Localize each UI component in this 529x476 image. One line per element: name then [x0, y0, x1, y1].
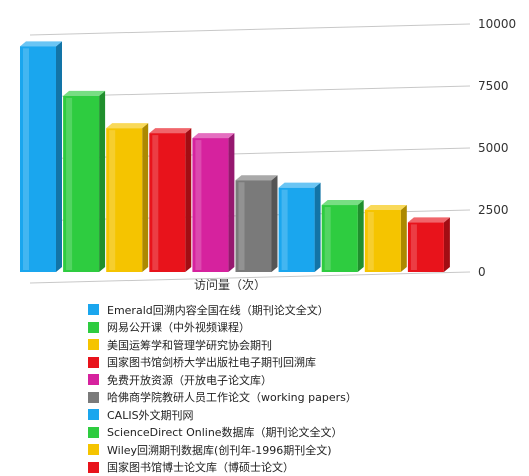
- bar-side: [142, 123, 148, 272]
- legend-label: 哈佛商学院教研人员工作论文（working papers）: [107, 389, 357, 405]
- legend-swatch: [88, 339, 99, 350]
- bar-side: [185, 128, 191, 272]
- y-tick-label: 5000: [478, 141, 509, 155]
- legend-swatch: [88, 322, 99, 333]
- bar: [408, 217, 450, 272]
- bar-top: [322, 200, 364, 205]
- legend-item: 国家图书馆博士论文库（博硕士论文）: [88, 459, 357, 476]
- bar-highlight: [325, 207, 331, 270]
- y-tick-label: 0: [478, 265, 486, 279]
- legend-label: Emerald回溯内容全国在线（期刊论文全文）: [107, 302, 329, 318]
- bar-highlight: [66, 98, 72, 270]
- bar: [322, 200, 364, 272]
- bar-side: [358, 200, 364, 272]
- legend-label: ScienceDirect Online数据库（期刊论文全文）: [107, 424, 343, 440]
- bar-highlight: [152, 135, 158, 270]
- bar: [192, 133, 234, 272]
- x-axis-label: 访问量（次）: [194, 278, 266, 290]
- legend-label: 国家图书馆博士论文库（博硕士论文）: [107, 459, 294, 475]
- bar-top: [365, 205, 407, 210]
- legend-item: 免费开放资源（开放电子论文库）: [88, 371, 357, 389]
- bar: [20, 41, 62, 272]
- bar-series: [20, 41, 450, 272]
- legend-swatch: [88, 304, 99, 315]
- legend-item: Emerald回溯内容全国在线（期刊论文全文）: [88, 301, 357, 319]
- bar-top: [408, 217, 450, 222]
- y-tick-label: 10000: [478, 17, 516, 31]
- legend-item: 网易公开课（中外视频课程）: [88, 319, 357, 337]
- bar-side: [99, 91, 105, 272]
- legend-label: 免费开放资源（开放电子论文库）: [107, 372, 272, 388]
- legend-item: ScienceDirect Online数据库（期刊论文全文）: [88, 424, 357, 442]
- bar-top: [192, 133, 234, 138]
- legend-swatch: [88, 374, 99, 385]
- legend-swatch: [88, 357, 99, 368]
- legend: Emerald回溯内容全国在线（期刊论文全文）网易公开课（中外视频课程） 美国运筹…: [88, 301, 357, 476]
- bar-highlight: [109, 130, 115, 270]
- legend-swatch: [88, 462, 99, 473]
- bar-highlight: [368, 212, 374, 270]
- legend-item: 国家图书馆剑桥大学出版社电子期刊回溯库: [88, 354, 357, 372]
- y-axis-ticks: 0 2500 5000 7500 10000: [478, 17, 516, 279]
- bar-top: [279, 183, 321, 188]
- legend-item: 美国运筹学和管理学研究协会期刊: [88, 336, 357, 354]
- bar: [279, 183, 321, 272]
- legend-swatch: [88, 392, 99, 403]
- bar-top: [20, 41, 62, 46]
- legend-swatch: [88, 444, 99, 455]
- bar-side: [401, 205, 407, 272]
- bar-side: [272, 175, 278, 272]
- bar-highlight: [23, 48, 29, 270]
- bar-side: [315, 183, 321, 272]
- legend-item: CALIS外文期刊网: [88, 406, 357, 424]
- bar-top: [236, 175, 278, 180]
- legend-label: CALIS外文期刊网: [107, 407, 194, 423]
- grid-line: [30, 24, 470, 35]
- legend-label: 网易公开课（中外视频课程）: [107, 319, 250, 335]
- bar-side: [444, 217, 450, 272]
- bar-highlight: [282, 190, 288, 270]
- legend-item: Wiley回溯期刊数据库(创刊年-1996期刊全文): [88, 441, 357, 459]
- legend-label: 国家图书馆剑桥大学出版社电子期刊回溯库: [107, 354, 316, 370]
- bar-side: [56, 41, 62, 272]
- y-tick-label: 2500: [478, 203, 509, 217]
- legend-swatch: [88, 409, 99, 420]
- legend-swatch: [88, 427, 99, 438]
- bar: [149, 128, 191, 272]
- legend-item: 哈佛商学院教研人员工作论文（working papers）: [88, 389, 357, 407]
- bar-top: [149, 128, 191, 133]
- y-tick-label: 7500: [478, 79, 509, 93]
- bar: [106, 123, 148, 272]
- bar: [63, 91, 105, 272]
- legend-label: 美国运筹学和管理学研究协会期刊: [107, 337, 272, 353]
- bar-side: [228, 133, 234, 272]
- legend-label: Wiley回溯期刊数据库(创刊年-1996期刊全文): [107, 442, 332, 458]
- bar-top: [63, 91, 105, 96]
- bar-highlight: [239, 182, 245, 270]
- bar: [236, 175, 278, 272]
- bar-chart: 0 2500 5000 7500 10000 访问量（次）: [0, 0, 529, 290]
- bar-highlight: [411, 224, 417, 270]
- bar: [365, 205, 407, 272]
- bar-highlight: [195, 140, 201, 270]
- bar-top: [106, 123, 148, 128]
